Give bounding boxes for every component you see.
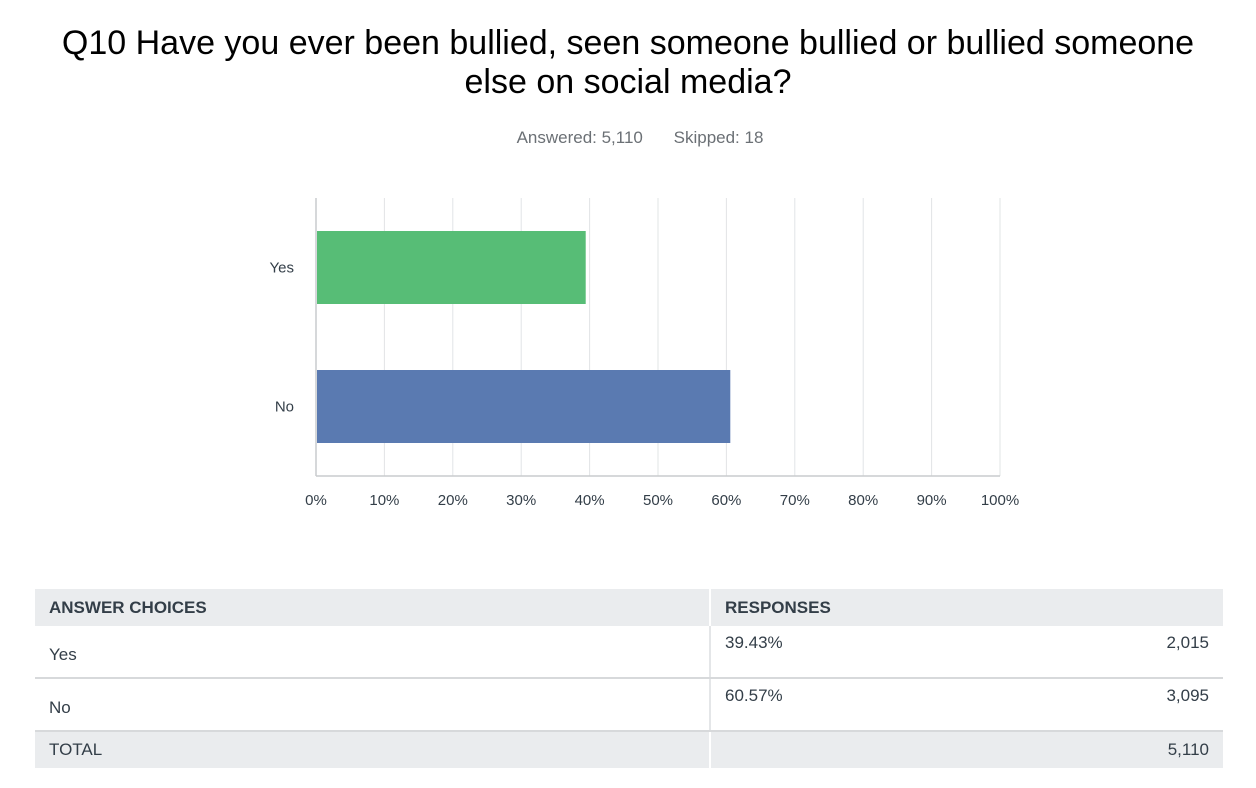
answer-label: Yes [35,626,711,679]
table-row: Yes 39.43% 2,015 [35,626,1223,679]
response-count: 2,015 [992,626,1223,679]
bar-yes [317,231,586,304]
bar-chart: 0% 10% 20% 30% 40% 50% 60% 70% 80% 90% 100% Yes No [270,198,1019,509]
table-header-row: ANSWER CHOICES RESPONSES [35,589,1223,626]
category-label: No [275,399,294,416]
table-row: No 60.57% 3,095 [35,678,1223,732]
x-tick-label: 40% [575,492,605,509]
total-label: TOTAL [35,731,711,768]
question-title: Q10 Have you ever been bullied, seen som… [61,24,1195,101]
response-percent: 39.43% [710,626,993,679]
x-tick-label: 50% [643,492,673,509]
table-total-row: TOTAL 5,110 [35,731,1223,768]
x-tick-label: 70% [780,492,810,509]
x-tick-label: 60% [711,492,741,509]
x-tick-label: 80% [848,492,878,509]
x-tick-label: 0% [305,492,327,509]
answered-count: Answered: 5,110 [516,128,643,147]
x-tick-label: 10% [369,492,399,509]
response-count: 3,095 [992,678,1223,732]
x-tick-label: 100% [981,492,1019,509]
responses-table: ANSWER CHOICES RESPONSES Yes 39.43% 2,01… [35,589,1223,768]
x-tick-label: 90% [917,492,947,509]
answer-label: No [35,678,711,732]
total-spacer [710,731,993,768]
category-label: Yes [270,260,294,277]
responses-header: RESPONSES [710,589,1223,626]
skipped-count: Skipped: 18 [673,128,764,147]
bar-no [317,370,731,443]
answer-choices-header: ANSWER CHOICES [35,589,711,626]
total-count: 5,110 [992,731,1223,768]
x-tick-label: 30% [506,492,536,509]
response-stats: Answered: 5,110 Skipped: 18 [0,128,1256,148]
response-percent: 60.57% [710,678,993,732]
x-tick-label: 20% [438,492,468,509]
